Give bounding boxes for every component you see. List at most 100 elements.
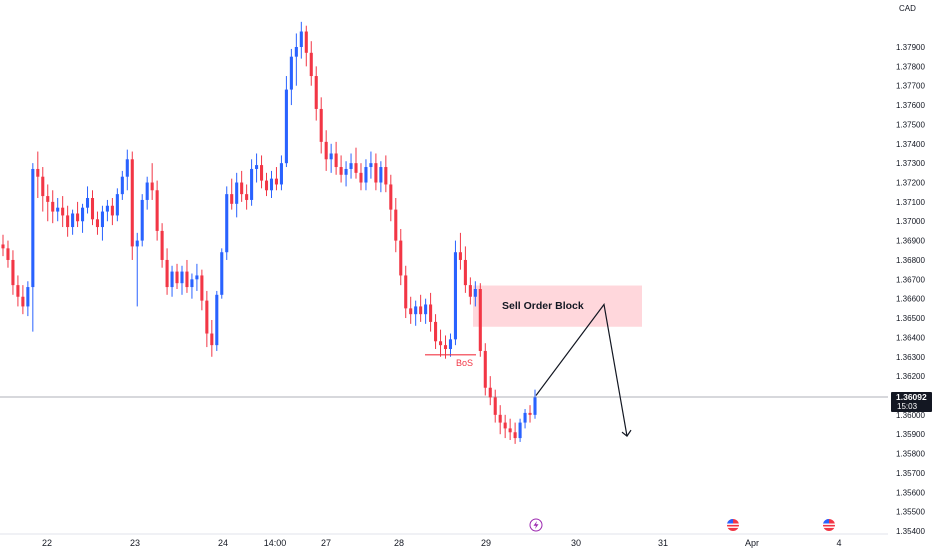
candle[interactable] (11, 259, 15, 286)
candle[interactable] (21, 296, 25, 307)
candle[interactable] (443, 345, 448, 350)
lightning-event-icon[interactable] (529, 518, 543, 532)
candle[interactable] (225, 194, 229, 253)
candle[interactable] (56, 207, 60, 212)
candle[interactable] (404, 275, 408, 309)
candle[interactable] (334, 153, 338, 168)
candle[interactable] (245, 194, 249, 200)
candle[interactable] (473, 289, 477, 297)
candle[interactable] (384, 167, 388, 185)
price-axis[interactable]: 1.37900 1.37800 1.37700 1.37600 1.37500 1.374… (896, 43, 925, 536)
candle[interactable] (71, 213, 75, 228)
candle[interactable] (314, 76, 318, 109)
candle[interactable] (230, 194, 234, 204)
candle[interactable] (344, 168, 348, 175)
candle[interactable] (468, 285, 472, 297)
candle[interactable] (61, 207, 65, 216)
candle[interactable] (1, 244, 5, 249)
candle[interactable] (518, 422, 522, 439)
candle[interactable] (523, 412, 527, 423)
candle[interactable] (284, 89, 288, 164)
candle[interactable] (364, 167, 368, 183)
candle[interactable] (240, 182, 244, 195)
candle[interactable] (533, 397, 537, 415)
candle[interactable] (448, 339, 453, 350)
candle[interactable] (508, 428, 512, 433)
candle[interactable] (289, 56, 293, 90)
candle[interactable] (458, 252, 462, 260)
candle[interactable] (503, 422, 507, 429)
candle[interactable] (513, 432, 517, 439)
candle[interactable] (200, 275, 204, 301)
candle[interactable] (31, 168, 35, 288)
candle[interactable] (215, 294, 219, 346)
candle[interactable] (190, 279, 194, 288)
candle[interactable] (220, 252, 224, 295)
candle[interactable] (185, 271, 189, 288)
candle[interactable] (85, 198, 90, 208)
candle[interactable] (16, 285, 20, 297)
candle[interactable] (304, 31, 308, 53)
candle[interactable] (434, 321, 438, 342)
candle[interactable] (279, 163, 283, 185)
candle[interactable] (105, 205, 109, 212)
candle[interactable] (354, 163, 358, 173)
candle[interactable] (389, 184, 393, 210)
candle[interactable] (145, 182, 149, 200)
candle[interactable] (359, 172, 363, 183)
sell-order-block-zone[interactable] (473, 285, 642, 327)
candle[interactable] (76, 213, 80, 222)
candle[interactable] (140, 199, 144, 241)
candle[interactable] (493, 397, 497, 415)
candle[interactable] (478, 289, 482, 351)
candle[interactable] (453, 252, 457, 340)
candle[interactable] (498, 414, 502, 423)
candle[interactable] (100, 211, 104, 228)
us-flag-event-icon[interactable] (823, 518, 835, 531)
candle[interactable] (120, 176, 124, 195)
candle[interactable] (170, 271, 174, 288)
candle[interactable] (369, 163, 373, 168)
candle[interactable] (374, 163, 378, 183)
candle[interactable] (41, 176, 45, 197)
candle[interactable] (329, 153, 333, 160)
candle[interactable] (81, 207, 85, 222)
candle[interactable] (274, 178, 278, 185)
candle[interactable] (269, 178, 274, 191)
candle[interactable] (488, 387, 492, 398)
candle[interactable] (349, 163, 353, 169)
candle[interactable] (90, 198, 95, 220)
candle[interactable] (463, 259, 467, 286)
candle[interactable] (255, 165, 259, 169)
candle[interactable] (324, 141, 328, 160)
candle[interactable] (264, 180, 269, 191)
projection-path[interactable] (535, 303, 628, 437)
candle[interactable] (394, 209, 398, 241)
candle[interactable] (205, 300, 209, 334)
candle[interactable] (66, 215, 70, 228)
candle[interactable] (210, 333, 214, 346)
candle[interactable] (339, 167, 343, 175)
candle[interactable] (26, 287, 30, 307)
candle[interactable] (95, 219, 100, 228)
candle[interactable] (155, 190, 159, 231)
candle[interactable] (130, 159, 134, 247)
candle[interactable] (110, 205, 114, 216)
candle[interactable] (424, 304, 428, 315)
candle[interactable] (36, 168, 40, 177)
candle[interactable] (165, 259, 169, 288)
candle[interactable] (260, 165, 264, 181)
candle[interactable] (414, 306, 418, 315)
candle[interactable] (379, 167, 383, 183)
candle[interactable] (528, 412, 532, 415)
candle[interactable] (294, 47, 298, 57)
candle[interactable] (438, 341, 443, 346)
candle[interactable] (51, 201, 55, 212)
candle[interactable] (160, 230, 164, 260)
candle[interactable] (399, 240, 403, 276)
candle[interactable] (319, 108, 323, 142)
us-flag-event-icon[interactable] (727, 518, 739, 531)
candle[interactable] (150, 182, 154, 191)
candle[interactable] (115, 194, 119, 216)
